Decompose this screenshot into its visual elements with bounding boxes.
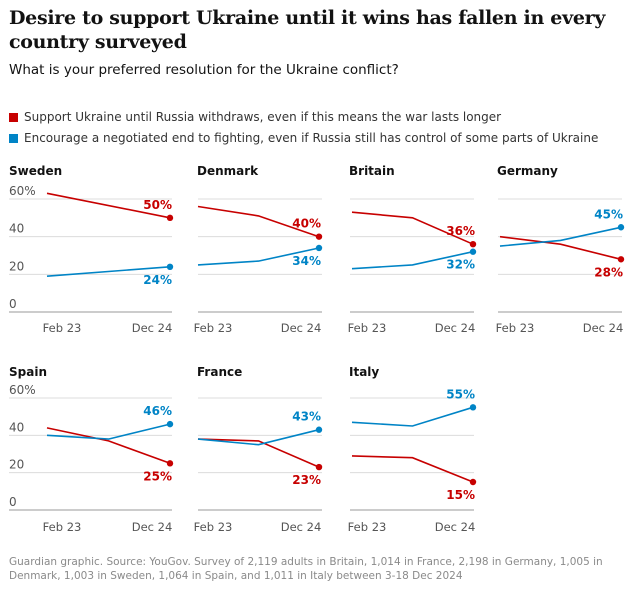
series-endpoint-negotiate [166,420,174,428]
data-label-negotiate: 24% [143,273,172,287]
legend-item-negotiate: Encourage a negotiated end to fighting, … [9,131,598,145]
y-tick-label: 60% [9,383,36,397]
series-endpoint-support [166,460,174,467]
series-line-support [197,438,320,468]
series-endpoint-negotiate [617,224,625,231]
legend-swatch-red [9,112,18,122]
series-line-negotiate [197,247,320,266]
data-label-negotiate: 46% [143,404,172,418]
data-label-negotiate: 45% [594,207,623,221]
y-tick-label: 0 [9,495,17,509]
y-tick-label: 20 [9,458,24,472]
panel-title-britain: Britain [349,164,395,178]
series-endpoint-support [469,478,477,486]
y-tick-label: 0 [9,297,17,311]
panel-title-sweden: Sweden [9,164,62,178]
series-line-support [499,235,622,261]
series-endpoint-negotiate [315,244,323,252]
series-endpoint-negotiate [166,263,174,270]
x-tick-label: Feb 23 [194,321,233,335]
series-line-support [351,211,474,245]
x-tick-label: Feb 23 [43,520,82,534]
series-line-support [46,192,171,219]
data-label-support: 25% [143,469,172,483]
x-tick-label: Feb 23 [348,520,387,534]
x-tick-label: Feb 23 [194,520,233,534]
chart-title: Desire to support Ukraine until it wins … [9,7,606,53]
x-tick-label: Dec 24 [435,520,476,534]
x-tick-label: Dec 24 [132,520,173,534]
series-line-negotiate [351,406,474,427]
data-label-support: 23% [292,473,321,487]
series-endpoint-support [469,241,477,248]
y-tick-label: 40 [9,222,24,236]
data-label-negotiate: 43% [292,410,321,424]
series-endpoint-support [166,214,174,222]
data-label-support: 40% [292,217,321,231]
series-endpoint-negotiate [469,404,477,411]
panel-title-germany: Germany [497,164,558,178]
series-line-negotiate [46,266,171,277]
series-endpoint-negotiate [469,248,477,255]
y-tick-label: 60% [9,184,36,198]
y-tick-label: 20 [9,259,24,273]
panel-title-spain: Spain [9,365,47,379]
series-line-negotiate [351,250,474,270]
series-endpoint-support [315,233,323,240]
x-tick-label: Feb 23 [348,321,387,335]
series-line-negotiate [197,428,320,446]
data-label-support: 36% [446,224,475,238]
data-label-support: 50% [143,198,172,212]
data-label-support: 28% [594,265,623,279]
series-line-support [197,205,320,238]
series-endpoint-negotiate [315,426,323,433]
data-label-negotiate: 34% [292,254,321,268]
series-line-negotiate [46,423,171,440]
series-endpoint-support [315,463,323,471]
series-line-support [46,427,171,465]
panel-title-france: France [197,365,242,379]
data-label-support: 15% [446,488,475,502]
x-tick-label: Dec 24 [281,321,322,335]
x-tick-label: Feb 23 [496,321,535,335]
legend-label-negotiate: Encourage a negotiated end to fighting, … [24,131,599,145]
series-line-negotiate [499,226,622,247]
legend-label-support: Support Ukraine until Russia withdraws, … [24,110,502,124]
x-tick-label: Dec 24 [583,321,624,335]
x-tick-label: Dec 24 [281,520,322,534]
series-endpoint-support [617,256,625,263]
legend-item-support: Support Ukraine until Russia withdraws, … [9,110,501,124]
source-note: Guardian graphic. Source: YouGov. Survey… [9,556,603,582]
legend-swatch-blue [9,133,18,143]
chart-subtitle: What is your preferred resolution for th… [9,62,399,78]
data-label-negotiate: 32% [446,258,475,272]
series-line-support [351,455,474,483]
x-tick-label: Dec 24 [435,321,476,335]
data-label-negotiate: 55% [446,387,475,401]
x-tick-label: Dec 24 [132,321,173,335]
panel-title-denmark: Denmark [197,164,259,178]
y-tick-label: 40 [9,420,24,434]
panel-title-italy: Italy [349,365,379,379]
x-tick-label: Feb 23 [43,321,82,335]
